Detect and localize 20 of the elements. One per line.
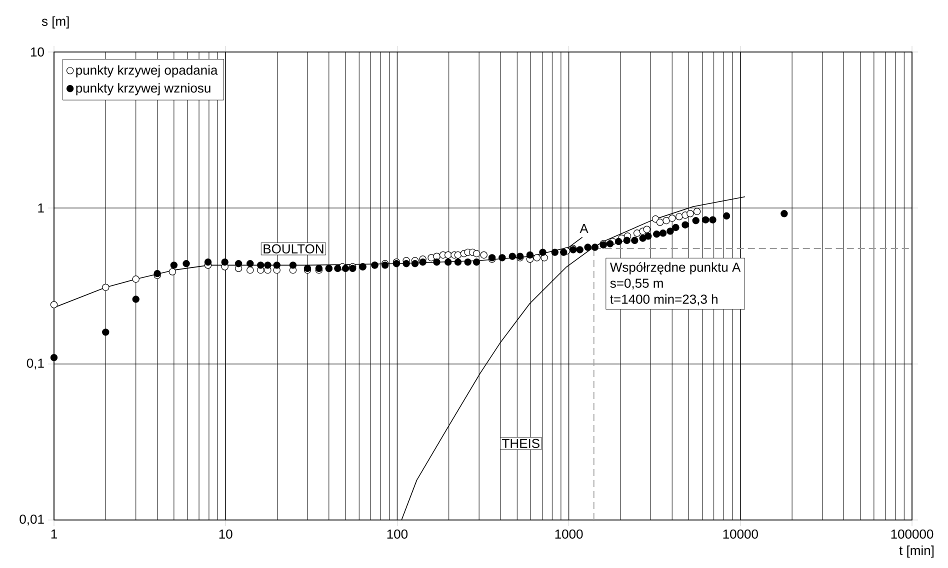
series-label: BOULTON <box>264 244 324 254</box>
x-tick-label: 1000 <box>555 530 583 539</box>
y-axis-title: s [m] <box>42 16 69 28</box>
x-tick-label: 10000 <box>723 530 758 539</box>
x-tick-label: 1 <box>51 530 57 538</box>
y-tick-label: 0,01 <box>20 514 44 526</box>
annotation: A <box>580 224 588 233</box>
text: THEIS <box>502 438 540 448</box>
x-tick-label: 100 <box>387 530 408 539</box>
y-tick-label: 0,1 <box>26 358 44 370</box>
x-axis-title: t [min] <box>899 546 934 558</box>
x-tick-label: 100000 <box>891 530 934 539</box>
y-tick-label: 10 <box>31 47 44 57</box>
annotation: Współrzędne punktu A <box>610 262 741 274</box>
y-tick-label: 1 <box>38 204 44 212</box>
annotation: s=0,55 m <box>610 278 663 290</box>
annotation: t=1400 min=23,3 h <box>610 294 718 306</box>
x-tick-label: 10 <box>219 530 232 539</box>
legend-label: punkty krzywej opadania <box>76 65 218 78</box>
legend-label: punkty krzywej wzniosu <box>76 83 210 96</box>
